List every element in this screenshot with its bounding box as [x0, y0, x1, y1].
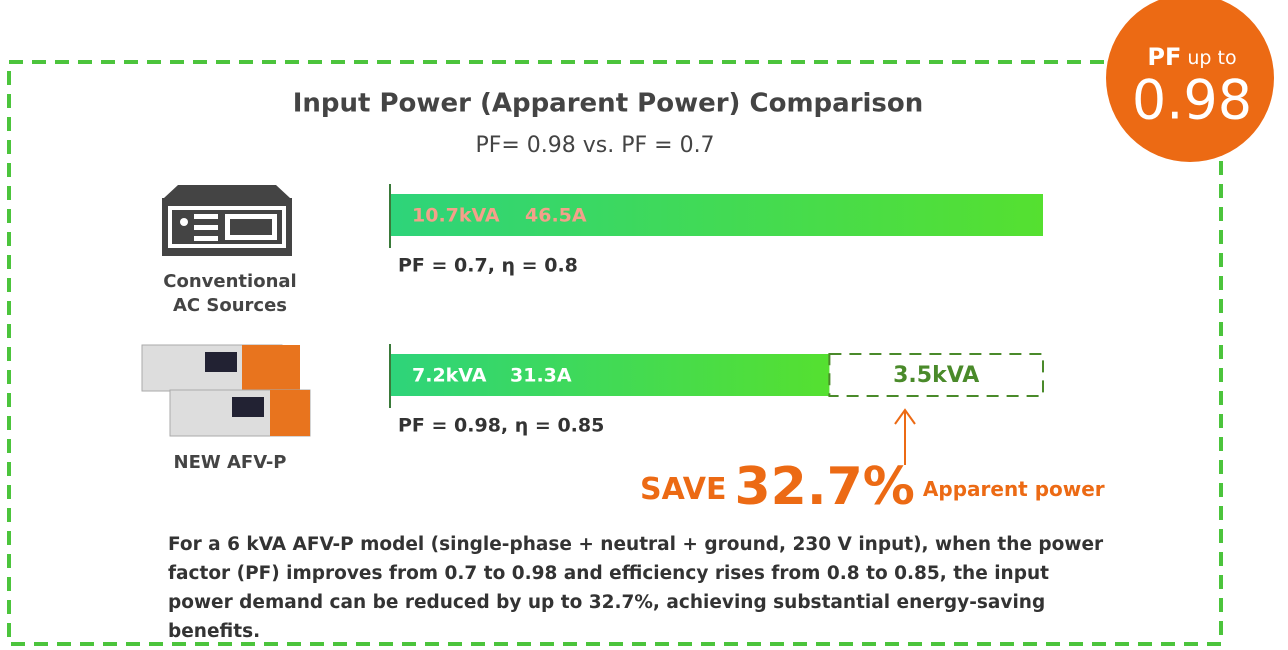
- conventional-icon: [162, 185, 292, 256]
- save-suffix: Apparent power: [923, 477, 1105, 501]
- badge-prefix: PF: [1147, 43, 1181, 71]
- bar-kva-label: 10.7kVA: [412, 205, 500, 227]
- bar-current-label: 31.3A: [510, 365, 572, 387]
- note: For a 6 kVA AFV-P model (single-phase + …: [168, 530, 1108, 646]
- subtitle: PF= 0.98 vs. PF = 0.7: [475, 133, 714, 158]
- bar-current-label: 46.5A: [525, 205, 587, 227]
- page: PF up to 0.98 Input Power (Apparent Power…: [0, 0, 1288, 650]
- save-prefix: SAVE: [640, 472, 727, 507]
- row-name: Conventional: [163, 271, 296, 292]
- row-params: PF = 0.98, η = 0.85: [398, 415, 604, 437]
- row-name: AC Sources: [173, 295, 287, 316]
- bar-kva-label: 7.2kVA: [412, 365, 487, 387]
- product-image: [142, 345, 310, 436]
- title: Input Power (Apparent Power) Comparison: [293, 89, 924, 119]
- badge-value: 0.98: [1132, 69, 1252, 132]
- saving-label: 3.5kVA: [893, 363, 979, 388]
- badge-line: PF up to: [1147, 43, 1236, 71]
- row-name: NEW AFV-P: [174, 452, 287, 473]
- badge-text: up to: [1187, 47, 1236, 69]
- save-value: 32.7%: [735, 457, 915, 517]
- row-params: PF = 0.7, η = 0.8: [398, 255, 578, 277]
